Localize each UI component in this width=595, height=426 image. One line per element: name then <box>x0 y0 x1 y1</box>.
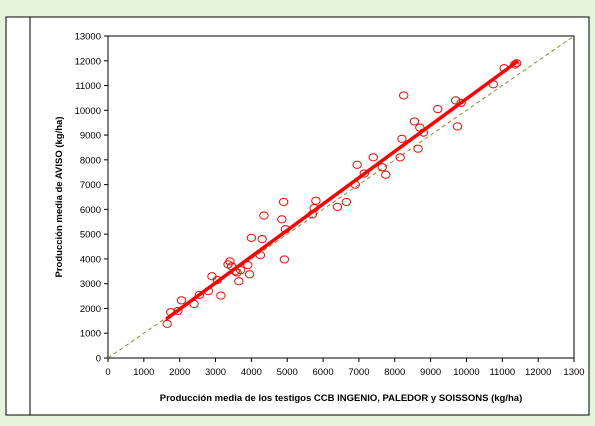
data-point <box>176 296 187 305</box>
y-tick-label: 10000 <box>75 106 101 117</box>
y-tick-label: 11000 <box>75 81 101 92</box>
data-point <box>216 291 226 300</box>
x-tick-label: 2000 <box>169 367 190 378</box>
data-point <box>277 215 287 224</box>
regression-line <box>165 60 519 321</box>
data-point <box>359 169 369 178</box>
data-point <box>511 59 522 68</box>
data-point <box>399 91 409 100</box>
data-point <box>311 196 321 205</box>
x-tick-label: 1300 <box>563 367 584 378</box>
data-point <box>409 117 420 126</box>
data-point <box>381 170 391 179</box>
x-tick-label: 7000 <box>348 367 369 378</box>
data-point <box>203 287 214 296</box>
data-points <box>162 59 522 328</box>
data-point <box>257 235 267 244</box>
data-point <box>166 308 176 317</box>
data-point <box>451 96 461 105</box>
data-point <box>189 299 199 309</box>
y-tick-label: 12000 <box>75 56 101 67</box>
data-point <box>244 270 255 279</box>
data-point <box>243 261 253 270</box>
x-tick-label: 1000 <box>133 367 154 378</box>
data-point <box>395 153 405 162</box>
data-point <box>307 210 318 219</box>
data-point <box>332 202 343 212</box>
x-tick-label: 12000 <box>525 367 551 378</box>
x-tick-label: 3000 <box>205 367 226 378</box>
data-point <box>235 265 246 275</box>
y-tick-label: 3000 <box>80 279 101 290</box>
data-point <box>350 180 361 189</box>
x-tick-label: 0 <box>105 367 110 378</box>
x-tick-label: 10000 <box>453 367 479 378</box>
data-point <box>456 98 466 107</box>
x-axis-label: Producción media de los testigos CCB ING… <box>160 393 522 404</box>
x-tick-label: 11000 <box>489 367 515 378</box>
data-point <box>225 257 235 266</box>
data-point <box>352 160 362 169</box>
y-axis-label: Producción media de AVISO (kg/ha) <box>54 117 65 278</box>
y-tick-label: 13000 <box>75 32 101 43</box>
data-point <box>510 60 520 69</box>
y-tick-label: 2000 <box>80 304 101 315</box>
x-tick-label: 4000 <box>241 367 262 378</box>
fit-line-segment <box>165 60 519 321</box>
data-point <box>280 225 291 234</box>
data-point <box>255 251 266 260</box>
x-tick-label: 5000 <box>277 367 298 378</box>
data-point <box>452 122 463 131</box>
data-point <box>230 267 240 276</box>
data-point <box>397 134 407 143</box>
data-point <box>259 211 269 220</box>
y-axis: 0 1000 2000 3000 4000 5000 6000 7000 8000 9000 100… <box>75 32 108 365</box>
x-tick-label: 9000 <box>420 367 441 378</box>
y-tick-label: 5000 <box>80 230 101 241</box>
y-tick-label: 0 <box>96 354 101 365</box>
data-point <box>499 64 509 73</box>
data-point <box>368 153 378 162</box>
data-point <box>173 306 183 316</box>
data-point <box>278 197 289 207</box>
data-point <box>413 144 423 153</box>
y-tick-label: 6000 <box>80 205 101 216</box>
data-point <box>212 275 223 285</box>
x-tick-label: 6000 <box>313 367 334 378</box>
data-point <box>433 104 443 114</box>
data-point <box>162 319 172 328</box>
data-point <box>488 80 499 89</box>
y-tick-label: 4000 <box>80 254 101 265</box>
data-point <box>194 290 205 299</box>
data-point <box>377 163 387 172</box>
data-point <box>246 233 257 242</box>
y-tick-label: 9000 <box>80 131 101 142</box>
x-axis: 0 1000 2000 3000 4000 5000 6000 7000 8000 9000 100… <box>105 358 585 378</box>
data-point <box>418 128 429 137</box>
data-point <box>234 277 244 286</box>
data-point <box>341 197 352 207</box>
y-tick-label: 1000 <box>80 329 101 340</box>
y-tick-label: 7000 <box>80 180 101 191</box>
y-tick-label: 8000 <box>80 155 101 166</box>
data-point <box>279 255 290 264</box>
data-point <box>309 204 319 213</box>
x-tick-label: 8000 <box>384 367 405 378</box>
